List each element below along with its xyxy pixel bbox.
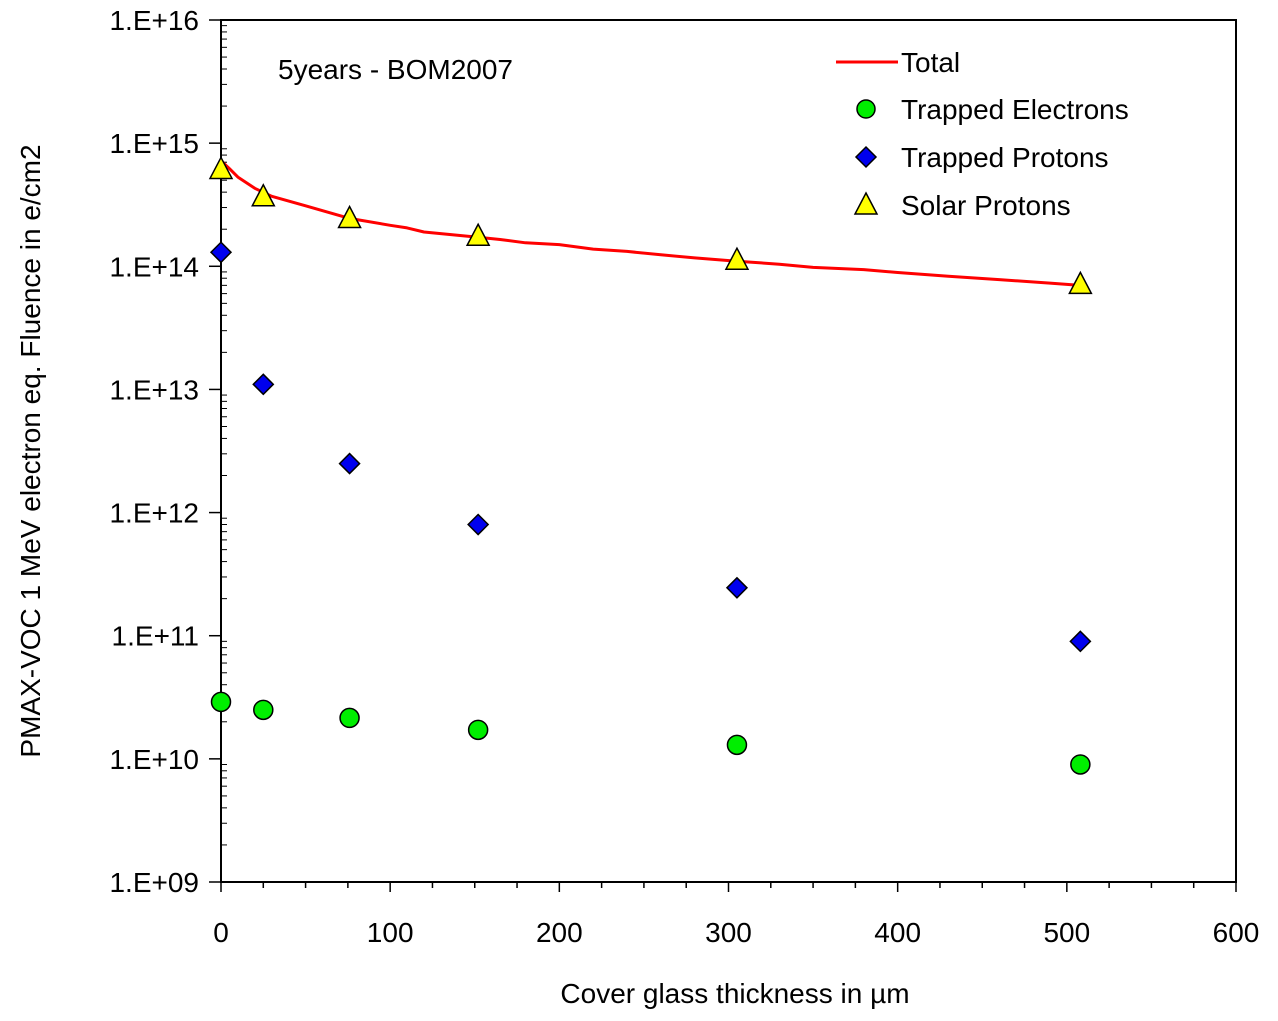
x-tick-label: 500 <box>1043 917 1090 948</box>
solar-protons-point <box>1068 270 1093 295</box>
legend-label-trapped-protons: Trapped Protons <box>901 142 1109 173</box>
trapped-electrons-point <box>467 719 489 741</box>
solar-protons-point <box>251 183 276 207</box>
trapped-electrons-point <box>726 734 748 756</box>
solar-protons-point <box>337 204 362 229</box>
legend-label-total: Total <box>901 47 960 78</box>
x-tick-label: 0 <box>213 917 229 948</box>
trapped-protons-point <box>209 241 233 264</box>
total-series <box>219 159 1081 287</box>
trapped-protons-point <box>467 513 490 536</box>
y-tick-label: 1.E+11 <box>112 621 199 652</box>
x-tick-label: 600 <box>1213 917 1260 948</box>
trapped-electrons-point <box>339 707 360 729</box>
trapped-electrons-point <box>210 691 232 713</box>
legend-label-solar-protons: Solar Protons <box>901 190 1071 221</box>
y-tick-label: 1.E+13 <box>109 374 199 405</box>
y-axis-label: PMAX-VOC 1 MeV electron eq. Fluence in e… <box>15 144 46 757</box>
trapped-electrons-point <box>253 699 274 721</box>
trapped-electrons-point <box>1070 754 1091 775</box>
y-tick-label: 1.E+10 <box>109 744 199 775</box>
trapped-protons-point <box>338 452 361 475</box>
y-tick-label: 1.E+12 <box>109 498 199 529</box>
y-tick-label: 1.E+09 <box>109 867 199 898</box>
y-tick-label: 1.E+15 <box>109 128 199 159</box>
legend-label-trapped-electrons: Trapped Electrons <box>901 94 1129 125</box>
legend-marker-trapped-protons <box>854 145 878 169</box>
trapped-protons-point <box>252 373 275 396</box>
y-tick-label: 1.E+14 <box>109 251 199 282</box>
y-tick-label: 1.E+16 <box>109 5 199 36</box>
marker-series <box>208 155 1093 775</box>
trapped-protons-point <box>1069 630 1092 653</box>
x-tick-label: 200 <box>536 917 583 948</box>
x-tick-label: 100 <box>367 917 414 948</box>
legend-marker-trapped-electrons <box>856 99 876 119</box>
solar-protons-point <box>724 246 750 270</box>
chart-annotation: 5years - BOM2007 <box>278 54 513 85</box>
solar-protons-point <box>208 155 234 180</box>
legend-marker-solar-protons <box>853 191 879 215</box>
total-line <box>219 159 1081 287</box>
legend: Total Trapped Electrons Trapped Protons … <box>836 47 1129 221</box>
x-axis-label: Cover glass thickness in µm <box>560 978 909 1009</box>
trapped-protons-point <box>725 576 749 599</box>
axes: 0 100 200 300 400 500 600 1.E+09 1.E+10 1.E+11 1.E… <box>109 5 1259 948</box>
x-tick-label: 400 <box>874 917 921 948</box>
solar-protons-point <box>465 222 491 247</box>
x-tick-label: 300 <box>705 917 752 948</box>
